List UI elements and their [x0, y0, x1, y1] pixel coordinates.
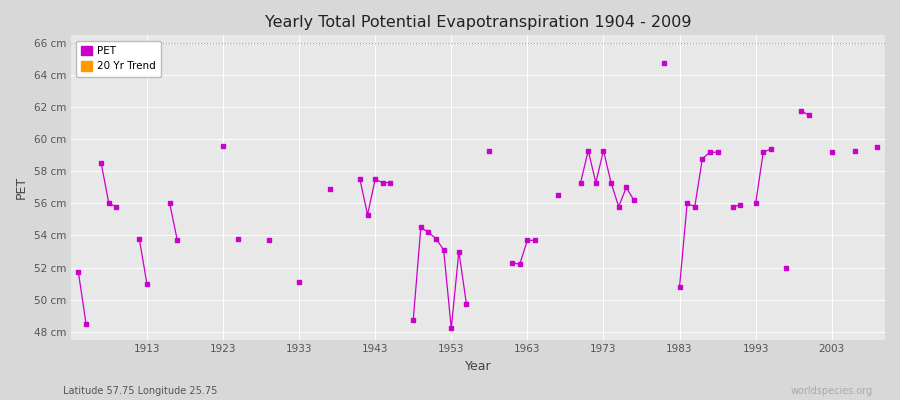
Legend: PET, 20 Yr Trend: PET, 20 Yr Trend [76, 40, 161, 77]
Text: Latitude 57.75 Longitude 25.75: Latitude 57.75 Longitude 25.75 [63, 386, 218, 396]
X-axis label: Year: Year [464, 360, 491, 373]
Y-axis label: PET: PET [15, 176, 28, 199]
Title: Yearly Total Potential Evapotranspiration 1904 - 2009: Yearly Total Potential Evapotranspiratio… [265, 15, 691, 30]
Text: worldspecies.org: worldspecies.org [791, 386, 873, 396]
